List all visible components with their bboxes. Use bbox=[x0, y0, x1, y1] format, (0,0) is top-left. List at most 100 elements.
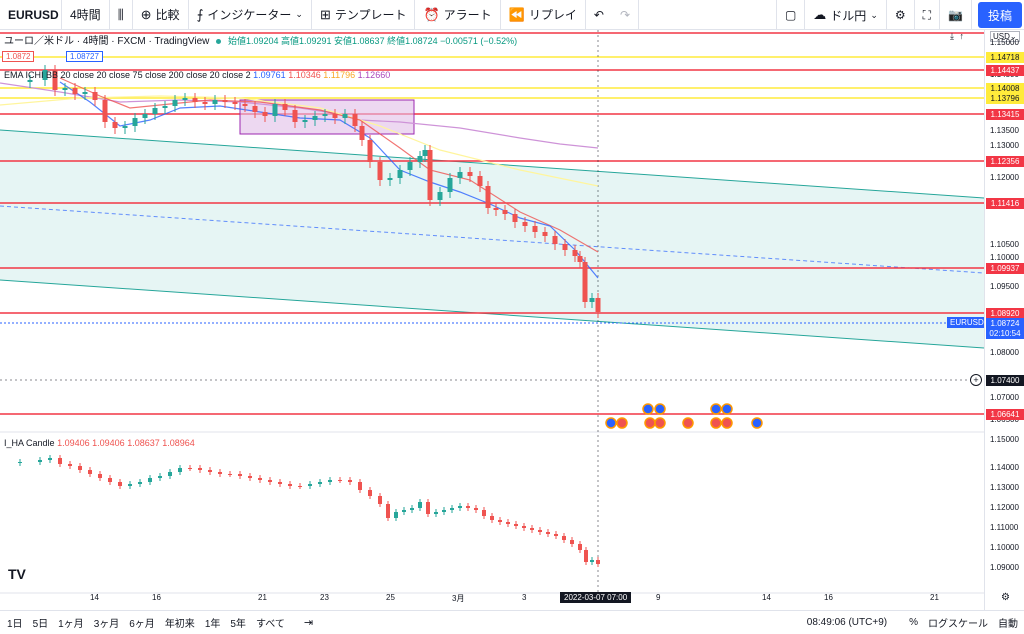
price-tag: 1.14718 bbox=[986, 52, 1024, 63]
chart-style-button[interactable]: ⫼ bbox=[110, 0, 133, 30]
download-icon[interactable]: ⤓ bbox=[950, 31, 954, 41]
log-scale-toggle[interactable]: ログスケール bbox=[928, 619, 988, 630]
event-icon[interactable] bbox=[616, 417, 628, 429]
candle-body bbox=[238, 474, 242, 476]
redo-button[interactable]: ↷ bbox=[612, 0, 640, 30]
ha-price-label: 1.11000 bbox=[990, 523, 1019, 532]
grid-icon: ⊞ bbox=[319, 6, 331, 22]
event-icon[interactable] bbox=[605, 417, 617, 429]
event-icon[interactable] bbox=[682, 417, 694, 429]
candle-body bbox=[490, 516, 494, 520]
candle-body bbox=[172, 100, 178, 106]
layout-button[interactable]: ▢ bbox=[775, 0, 806, 30]
event-icon[interactable] bbox=[644, 417, 656, 429]
candle-body bbox=[162, 106, 168, 108]
symbol-search[interactable]: EURUSD bbox=[0, 0, 62, 30]
auto-scale-toggle[interactable]: 自動 bbox=[998, 619, 1018, 630]
replay-button[interactable]: ⏪ リプレイ bbox=[501, 0, 586, 30]
chart-area[interactable]: TV ユーロ／米ドル · 4時間 · FXCM · TradingView 始値… bbox=[0, 30, 987, 610]
publish-button[interactable]: 投稿 bbox=[977, 2, 1022, 28]
candle-body bbox=[332, 114, 338, 118]
event-icon[interactable] bbox=[654, 417, 666, 429]
go-to-date-button[interactable]: ⇥ bbox=[303, 616, 314, 629]
candle-body bbox=[282, 104, 288, 110]
save-layout-button[interactable]: ☁ ドル円 ⌄ bbox=[805, 0, 887, 30]
ha-label: I_HA Candle bbox=[4, 438, 55, 448]
event-icon[interactable] bbox=[721, 417, 733, 429]
axis-settings-button[interactable]: ⚙ bbox=[1001, 592, 1010, 603]
percent-toggle[interactable]: % bbox=[909, 617, 918, 628]
price-label: 1.08000 bbox=[990, 348, 1019, 357]
currency-selector[interactable]: USD⌄ bbox=[990, 31, 1020, 42]
timeframe-button[interactable]: 年初来 bbox=[164, 618, 195, 630]
event-icon[interactable] bbox=[710, 403, 722, 415]
timeframe-button[interactable]: 5年 bbox=[230, 618, 246, 630]
plus-circle-icon: ⊕ bbox=[140, 6, 152, 22]
candle-body bbox=[212, 100, 218, 104]
snapshot-button[interactable]: 📷 bbox=[940, 0, 972, 30]
price-label: 1.10500 bbox=[990, 240, 1019, 249]
add-alert-icon[interactable]: + bbox=[970, 374, 982, 386]
candle-body bbox=[142, 114, 148, 118]
candle-body bbox=[88, 470, 92, 474]
economic-events[interactable] bbox=[605, 403, 763, 429]
layout-name: ドル円 bbox=[830, 8, 867, 23]
timeframe-button[interactable]: 1年 bbox=[204, 618, 221, 630]
timeframe-button[interactable]: すべて bbox=[255, 618, 285, 630]
compare-button[interactable]: ⊕ 比較 bbox=[133, 0, 189, 30]
symbol-label: EURUSD bbox=[8, 7, 59, 22]
timeframe-button[interactable]: 3ヶ月 bbox=[93, 618, 120, 630]
bottom-toolbar: 1日 5日 1ヶ月 3ヶ月 6ヶ月 年初来 1年 5年 すべて ⇥ 08:49:06 (UTC+… bbox=[0, 610, 1024, 633]
price-tag: 1.06641 bbox=[986, 409, 1024, 420]
event-icon[interactable] bbox=[642, 403, 654, 415]
candle-body bbox=[292, 110, 298, 122]
templates-button[interactable]: ⊞ テンプレート bbox=[312, 0, 416, 30]
ha-legend[interactable]: I_HA Candle 1.09406 1.09406 1.08637 1.08… bbox=[4, 438, 195, 448]
ha-price-label: 1.12000 bbox=[990, 503, 1019, 512]
arrow-up-icon[interactable]: ↑ bbox=[959, 31, 965, 41]
timeframe-button[interactable]: 1ヶ月 bbox=[58, 618, 84, 630]
ha-value-2: 1.09406 bbox=[92, 438, 125, 448]
candle-body bbox=[457, 172, 463, 178]
ema-legend[interactable]: EMA ICHI BB 20 close 20 close 75 close 2… bbox=[4, 70, 390, 80]
alert-button[interactable]: ⏰ アラート bbox=[415, 0, 501, 30]
candle-body bbox=[359, 126, 365, 140]
toolbar-right: ▢ ☁ ドル円 ⌄ ⚙ ⛶ 📷 投稿 bbox=[775, 0, 1024, 30]
time-label: 16 bbox=[824, 593, 833, 602]
timeframe-button[interactable]: 5日 bbox=[32, 618, 49, 630]
interval-button[interactable]: 4時間 bbox=[62, 0, 110, 30]
timeframe-button[interactable]: 6ヶ月 bbox=[129, 618, 155, 630]
alarm-icon: ⏰ bbox=[423, 6, 440, 22]
sell-price-box[interactable]: 1.0872 bbox=[2, 51, 35, 62]
candle-body bbox=[302, 120, 308, 122]
price-chart[interactable]: TV bbox=[0, 30, 985, 610]
event-icon[interactable] bbox=[751, 417, 763, 429]
candle-body bbox=[288, 484, 292, 486]
candle-body bbox=[208, 470, 212, 472]
candle-body bbox=[148, 478, 152, 482]
settings-button[interactable]: ⚙ bbox=[887, 0, 915, 30]
ema-value-2: 1.10346 bbox=[288, 70, 321, 80]
ema-value-1: 1.09761 bbox=[253, 70, 286, 80]
candle-body bbox=[102, 100, 108, 122]
candle-body bbox=[68, 464, 72, 466]
event-icon[interactable] bbox=[654, 403, 666, 415]
candle-body bbox=[589, 298, 595, 302]
event-icon[interactable] bbox=[721, 403, 733, 415]
timeframe-button[interactable]: 1日 bbox=[7, 618, 23, 630]
buy-price-box[interactable]: 1.08727 bbox=[66, 51, 103, 62]
candle-body bbox=[338, 480, 342, 481]
chart-legend[interactable]: ユーロ／米ドル · 4時間 · FXCM · TradingView 始値1.0… bbox=[4, 32, 517, 47]
fullscreen-button[interactable]: ⛶ bbox=[915, 0, 941, 30]
candle-body bbox=[434, 512, 438, 514]
undo-button[interactable]: ↶ bbox=[586, 0, 612, 30]
candle-body bbox=[52, 70, 58, 90]
candle-body bbox=[394, 512, 398, 518]
indicators-button[interactable]: ⨍ インジケーター ⌄ bbox=[189, 0, 312, 30]
price-tag: 1.13415 bbox=[986, 109, 1024, 120]
candle-body bbox=[42, 70, 48, 80]
candle-body bbox=[402, 510, 406, 512]
channel-upper-line bbox=[0, 129, 985, 199]
clock-display[interactable]: 08:49:06 (UTC+9) bbox=[806, 617, 888, 628]
event-icon[interactable] bbox=[710, 417, 722, 429]
